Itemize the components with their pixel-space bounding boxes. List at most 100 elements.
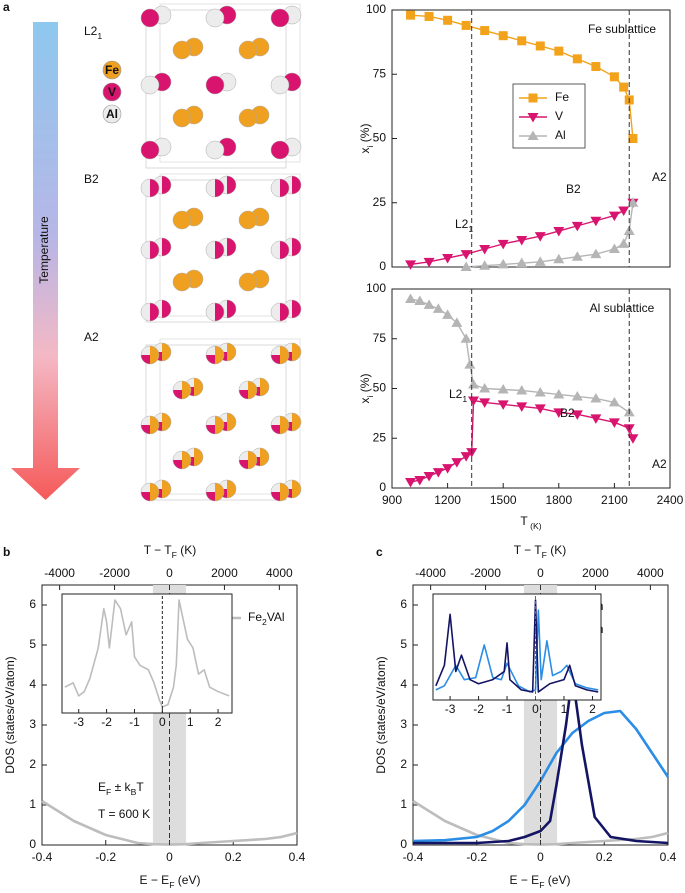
atom-part — [215, 346, 224, 364]
atom — [270, 75, 290, 95]
y-tick-label: 0 — [29, 837, 36, 851]
atom-part — [206, 355, 215, 364]
x-tick-label: 900 — [382, 493, 402, 507]
text-part: Fe — [248, 610, 262, 624]
atom-part — [271, 483, 280, 492]
subscript: 1 — [468, 224, 473, 234]
atom-outline — [205, 240, 225, 260]
atom-part — [239, 381, 248, 390]
y-tick-label: 50 — [373, 131, 387, 145]
marker — [405, 293, 417, 303]
atom-part — [206, 492, 215, 501]
marker — [553, 408, 565, 418]
subscript: F — [106, 787, 111, 797]
atom-part — [227, 176, 236, 194]
atom-part — [280, 241, 289, 259]
series-line — [64, 599, 230, 708]
text-part: T − T — [144, 543, 173, 557]
atom-part — [271, 179, 280, 197]
atom-outline — [238, 380, 258, 400]
x-tick-label: -0.2 — [466, 850, 487, 864]
atom-part — [206, 416, 215, 425]
x2-tick-label: 4000 — [266, 566, 293, 580]
inset-x-tick-label: 0 — [159, 715, 166, 729]
annotation: B2 — [560, 406, 575, 420]
atom-part — [173, 390, 182, 399]
marker — [571, 390, 583, 401]
legend-label: Fe — [555, 90, 569, 104]
text-part: ± k — [111, 780, 131, 794]
atom-outline — [205, 345, 225, 365]
marker — [534, 386, 546, 397]
text-part: x — [358, 147, 372, 153]
y-axis-label: xi (%) — [358, 124, 375, 154]
atom-part — [150, 241, 159, 259]
y-tick-label: 1 — [29, 797, 36, 811]
atom-part — [173, 381, 182, 390]
atom-outline — [140, 482, 160, 502]
atom-part — [194, 448, 203, 466]
x2-axis-label: T − TF (K) — [144, 543, 197, 560]
element-label: Fe — [105, 63, 119, 77]
atom-part — [260, 448, 269, 466]
x-axis-label: T (K) — [520, 514, 541, 531]
atom-part — [182, 381, 191, 399]
text-part: T − T — [514, 543, 543, 557]
atom-outline — [205, 178, 225, 198]
atom-part — [215, 483, 224, 501]
marker — [424, 11, 434, 21]
atom-outline — [238, 450, 258, 470]
x2-tick-label: 0 — [166, 566, 173, 580]
marker — [405, 260, 417, 270]
marker — [571, 221, 583, 232]
marker — [451, 458, 463, 468]
inset-x-tick-label: 1 — [561, 702, 568, 716]
y-tick-label: 2 — [400, 757, 407, 771]
inset-x-tick-label: -1 — [129, 715, 140, 729]
atom-outline — [270, 240, 290, 260]
x-tick-label: 0.2 — [225, 850, 242, 864]
x-tick-label: -0.2 — [95, 850, 116, 864]
atom-part — [248, 451, 257, 469]
y-tick-label: 4 — [400, 677, 407, 691]
marker — [460, 261, 472, 271]
x-tick-label: -0.4 — [403, 850, 424, 864]
text-part: B2 — [560, 406, 575, 420]
annotation: EF ± kBT — [98, 780, 144, 797]
marker — [414, 295, 426, 305]
y-tick-label: 3 — [400, 717, 407, 731]
x2-tick-label: -4000 — [415, 566, 446, 580]
marker — [590, 248, 602, 259]
marker — [535, 41, 545, 51]
inset-x-tick-label: -1 — [502, 702, 513, 716]
marker — [442, 464, 454, 474]
inset-x-tick-label: 2 — [589, 702, 596, 716]
subscript: B — [131, 787, 137, 797]
text-part: (eV) — [544, 873, 570, 887]
atom-part — [206, 425, 215, 434]
y-tick-label: 5 — [29, 637, 36, 651]
marker — [479, 383, 491, 393]
atom — [270, 8, 290, 28]
atom-part — [194, 378, 203, 396]
annotation: A2 — [652, 170, 667, 184]
marker — [405, 478, 417, 488]
marker — [608, 211, 620, 222]
text-part: T — [136, 780, 144, 794]
atom-part — [292, 176, 301, 194]
marker — [554, 46, 564, 56]
marker — [534, 256, 546, 266]
atom-part — [162, 413, 171, 431]
x2-tick-label: 2000 — [211, 566, 238, 580]
annotation: T = 600 K — [98, 807, 150, 821]
marker — [432, 468, 444, 478]
marker — [464, 359, 476, 369]
x-tick-label: 0.2 — [596, 850, 613, 864]
series-line — [412, 709, 670, 843]
atom-part — [141, 303, 150, 321]
y-tick-label: 6 — [400, 597, 407, 611]
atom-part — [141, 355, 150, 364]
y-tick-label: 100 — [366, 281, 386, 295]
x-tick-label: 2100 — [601, 493, 628, 507]
